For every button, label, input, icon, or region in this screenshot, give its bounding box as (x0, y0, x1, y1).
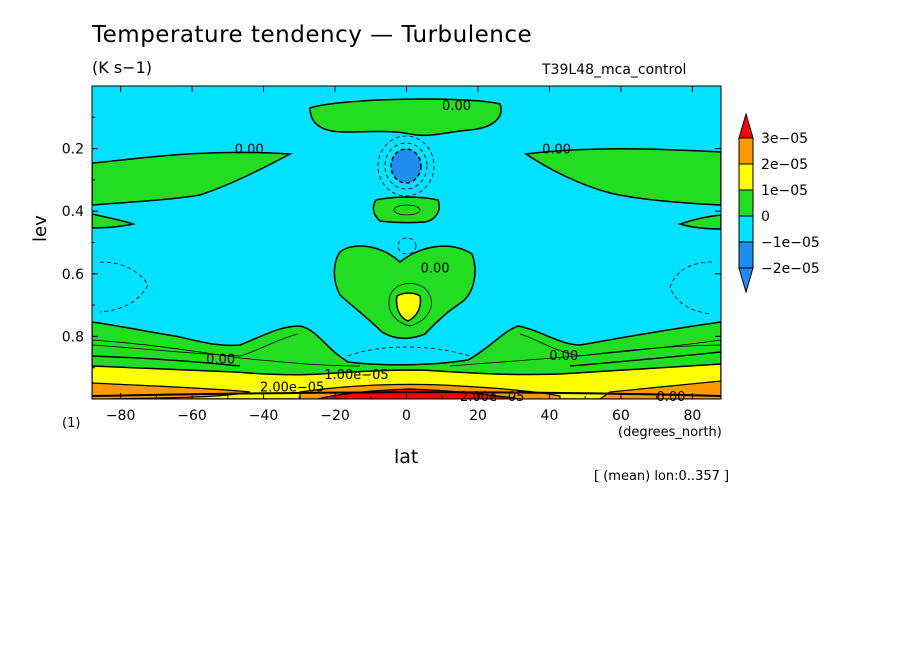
contour-dashed-upper-mid (384, 142, 428, 190)
contour-low-left-thick (92, 355, 241, 367)
fill-left-sliver-green (92, 213, 136, 229)
colorbar-label: 1e−05 (761, 183, 808, 199)
contour-label: 0.00 (542, 143, 571, 158)
contour-low-right-thick (569, 351, 721, 367)
contour-label: 0.00 (549, 349, 578, 364)
contour-label: 0.00 (442, 99, 471, 114)
averaging-note: [ (mean) lon:0..357 ] (594, 469, 730, 484)
y-tick-label: 0.6 (62, 267, 84, 283)
colorbar-label: 2e−05 (761, 157, 808, 173)
x-axis-units: (degrees_north) (618, 425, 722, 440)
x-axis-label: lat (394, 446, 419, 468)
x-tick-label: −20 (320, 408, 350, 424)
contour-fills (92, 86, 721, 399)
contour-lower-right-thin (449, 339, 721, 367)
contour-labels: 0.000.00 0.000.000.00 0.001.00e−052.00e−05… (206, 99, 685, 405)
fill-lower-yellow-band (92, 363, 721, 399)
contour-label: 1.00e−05 (324, 368, 388, 383)
x-tick-label: 60 (612, 408, 630, 424)
x-tick-label: 40 (541, 408, 559, 424)
contour-label: 2.00e−05 (260, 380, 324, 395)
contour-center-dashed-lower (347, 346, 471, 357)
chart-units: (K s−1) (92, 58, 152, 77)
fill-upper-center-green (309, 98, 502, 137)
y-tick-label: 0.2 (62, 142, 84, 158)
contour-label: 0.00 (206, 352, 235, 367)
x-tick-label: 20 (469, 408, 487, 424)
colorbar-segment (738, 189, 754, 217)
colorbar-label: 0 (761, 209, 770, 225)
colorbar-lower-arrow (738, 267, 754, 294)
colorbar-segment (738, 241, 754, 269)
colorbar-segment (738, 163, 754, 191)
fill-mid-center-yellow (395, 292, 422, 322)
contour-right-dashed-lobe (669, 261, 713, 315)
contour-right-shoulder (519, 333, 721, 357)
contour-label: 0.00 (235, 143, 264, 158)
fill-right-upper-green (523, 148, 721, 206)
contour-small-040 (393, 204, 421, 216)
colorbar-upper-arrow (738, 112, 754, 139)
fill-right-sliver-green (677, 214, 721, 230)
y-tick-label: 0.4 (62, 204, 84, 220)
chart-title: Temperature tendency — Turbulence (92, 22, 533, 48)
y-axis-units-marker: (1) (62, 416, 81, 431)
contour-label: 0.00 (421, 262, 450, 277)
contour-surface-thick (92, 391, 721, 397)
contour-mid-inner (388, 283, 432, 327)
colorbar-label: −2e−05 (761, 261, 820, 277)
y-tick-label: 0.8 (62, 329, 84, 345)
x-tick-label: 0 (402, 408, 411, 424)
contour-label: 2.00e−05 (460, 390, 524, 405)
contour-dashed-upper-outer (377, 135, 435, 197)
contour-left-shoulder (92, 333, 299, 357)
colorbar-segment (738, 137, 754, 165)
x-tick-label: 80 (683, 408, 701, 424)
y-axis: 0.2 0.4 0.6 0.8 (62, 116, 721, 400)
contour-lines (92, 135, 721, 397)
x-tick-label: −80 (106, 408, 136, 424)
fill-mid-center-green (333, 245, 476, 339)
contour-lower-left-thin (92, 339, 361, 367)
fill-left-upper-green (92, 151, 293, 206)
x-tick-label: −60 (177, 408, 207, 424)
x-axis: −80 −60 −40 −20 0 20 40 60 80 (106, 86, 701, 424)
colorbar-legend: 3e−05 2e−05 1e−05 0 −1e−05 −2e−05 (738, 112, 820, 294)
fill-negative-core-blue (390, 148, 422, 184)
x-tick-label: −40 (249, 408, 279, 424)
run-id-label: T39L48_mca_control (542, 62, 687, 78)
colorbar-label: −1e−05 (761, 235, 820, 251)
contour-dashed-050 (397, 237, 417, 255)
fill-mid-small-green (372, 196, 440, 224)
contour-label: 0.00 (656, 390, 685, 405)
contour-left-dashed-lobe (99, 261, 149, 313)
colorbar-label: 3e−05 (761, 131, 808, 147)
colorbar-segment (738, 215, 754, 243)
